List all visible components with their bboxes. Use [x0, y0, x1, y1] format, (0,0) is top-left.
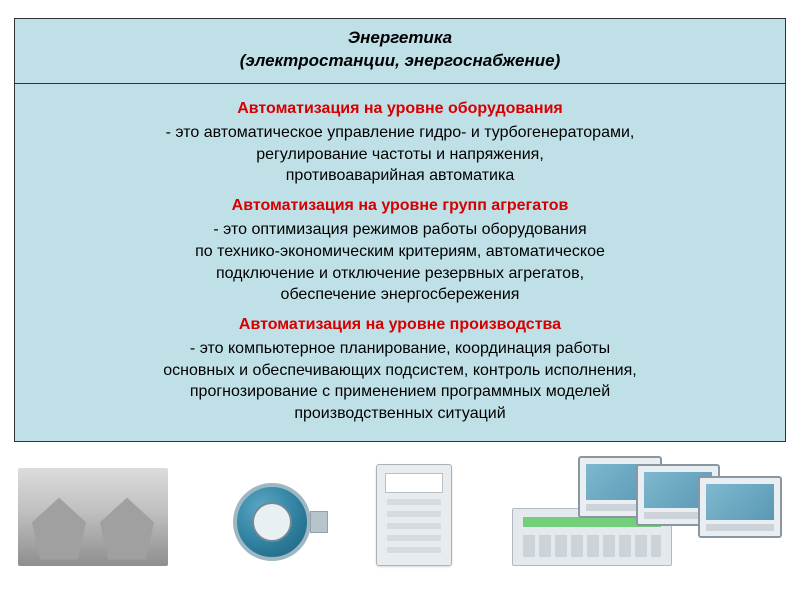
control-module-panel — [376, 464, 452, 566]
hmi-cluster-icon — [512, 456, 782, 566]
section-production-level: Автоматизация на уровне производства - э… — [31, 314, 769, 425]
section-body: - это компьютерное планирование, координ… — [31, 338, 769, 424]
section-title: Автоматизация на уровне оборудования — [31, 98, 769, 120]
info-panel: Энергетика (электростанции, энергоснабже… — [14, 18, 786, 442]
section-equipment-level: Автоматизация на уровне оборудования - э… — [31, 98, 769, 187]
hmi-screens-and-rack — [512, 456, 782, 566]
section-body: - это автоматическое управление гидро- и… — [31, 122, 769, 187]
panel-header: Энергетика (электростанции, энергоснабже… — [15, 19, 785, 84]
module-icon — [376, 464, 452, 566]
pressure-transmitter-gauge — [228, 478, 316, 566]
header-line-2: (электростанции, энергоснабжение) — [25, 50, 775, 73]
gauge-icon — [228, 478, 316, 566]
cooling-towers-photo — [18, 468, 168, 566]
section-body: - это оптимизация режимов работы оборудо… — [31, 219, 769, 305]
section-title: Автоматизация на уровне групп агрегатов — [31, 195, 769, 217]
panel-body: Автоматизация на уровне оборудования - э… — [15, 84, 785, 441]
section-unit-groups-level: Автоматизация на уровне групп агрегатов … — [31, 195, 769, 306]
section-title: Автоматизация на уровне производства — [31, 314, 769, 336]
images-row — [14, 442, 786, 566]
cooling-towers-icon — [18, 468, 168, 566]
header-line-1: Энергетика — [25, 27, 775, 50]
